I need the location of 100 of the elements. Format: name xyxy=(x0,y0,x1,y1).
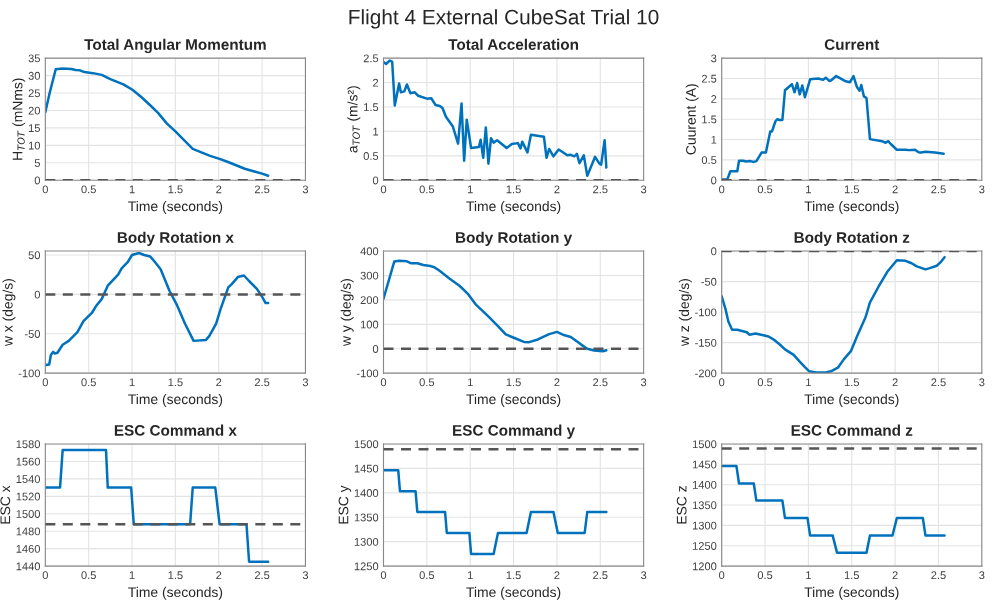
y-axis-title: H$_{TOT}$ (mNms) xyxy=(12,78,26,160)
y-tick-label: 15 xyxy=(28,124,40,133)
y-tick-label: 1400 xyxy=(354,489,379,497)
y-tick-label: 1300 xyxy=(354,537,379,546)
y-tick-label: 50 xyxy=(28,251,41,260)
y-tick-label: 0 xyxy=(372,176,379,185)
x-tick-label: 2.5 xyxy=(593,571,608,580)
y-tick-label: 1450 xyxy=(354,464,379,473)
x-tick-label: 1 xyxy=(806,571,811,580)
x-axis-title: Time (seconds) xyxy=(128,586,223,600)
x-tick-label: 3 xyxy=(979,185,985,194)
y-tick-label: 1250 xyxy=(354,562,379,571)
y-tick-label: 1 xyxy=(373,127,379,136)
x-axis-title: Time (seconds) xyxy=(804,586,899,600)
y-axis-title: ESC z xyxy=(676,486,687,524)
y-axis-title: ESC x xyxy=(0,485,11,524)
x-tick-label: 1 xyxy=(129,378,135,387)
chart-title: ESC Command x xyxy=(114,424,237,436)
x-tick-label: 0.5 xyxy=(757,185,773,194)
y-tick-label: 300 xyxy=(360,271,379,280)
line-series xyxy=(721,255,946,374)
y-tick-label: 1350 xyxy=(692,501,717,510)
y-tick-label: 0 xyxy=(711,176,717,185)
y-tick-label: 1450 xyxy=(692,460,717,469)
x-tick-label: 2 xyxy=(216,185,222,194)
line-series xyxy=(45,67,270,177)
x-tick-label: 2.5 xyxy=(593,185,608,194)
line-series xyxy=(721,74,945,181)
y-tick-label: 10 xyxy=(28,141,41,150)
x-tick-label: 1.5 xyxy=(844,378,860,387)
x-tick-label: 3 xyxy=(302,378,309,387)
y-tick-label: 1.5 xyxy=(364,103,379,112)
x-tick-label: 2 xyxy=(892,571,898,580)
y-tick-label: 5 xyxy=(34,159,40,167)
x-axis-title: Time (seconds) xyxy=(466,586,561,600)
chart-title: Body Rotation x xyxy=(117,231,234,246)
y-tick-label: 400 xyxy=(360,247,379,256)
x-tick-label: 2 xyxy=(554,571,560,580)
y-tick-label: 1500 xyxy=(16,510,41,518)
x-tick-label: 0 xyxy=(380,378,387,387)
x-tick-label: 1 xyxy=(467,378,473,387)
chart-title: ESC Command y xyxy=(453,424,576,439)
chart-title: Total Acceleration xyxy=(448,38,578,50)
x-tick-label: 3 xyxy=(640,571,647,580)
x-tick-label: 0 xyxy=(42,185,48,194)
chart-title: Body Rotation z xyxy=(794,231,910,246)
x-tick-label: 2 xyxy=(892,378,898,387)
y-tick-label: -100 xyxy=(695,308,717,317)
x-tick-label: 0.5 xyxy=(419,378,435,387)
y-tick-label: 1460 xyxy=(16,544,41,553)
y-tick-label: 100 xyxy=(360,320,379,329)
x-axis-title: Time (seconds) xyxy=(804,393,899,407)
y-tick-label: 0 xyxy=(372,345,379,353)
x-tick-label: 1.5 xyxy=(844,185,860,194)
x-tick-label: 0 xyxy=(719,571,725,580)
x-axis-title: Time (seconds) xyxy=(128,201,223,214)
y-tick-label: 2.5 xyxy=(363,54,379,63)
y-tick-label: 0 xyxy=(711,247,717,256)
y-tick-label: 30 xyxy=(28,71,41,80)
x-axis-title: Time (seconds) xyxy=(466,201,561,214)
x-tick-label: 1.5 xyxy=(506,571,521,580)
y-tick-label: 0.5 xyxy=(363,152,379,160)
line-series xyxy=(383,469,608,556)
y-tick-label: 1400 xyxy=(692,480,717,489)
y-tick-label: 0 xyxy=(34,176,41,185)
x-tick-label: 0.5 xyxy=(419,185,435,194)
x-tick-label: 1.5 xyxy=(168,571,183,580)
x-axis-title: Time (seconds) xyxy=(466,393,561,407)
x-tick-label: 2 xyxy=(892,185,898,194)
y-tick-label: 1500 xyxy=(692,440,717,449)
x-tick-label: 1 xyxy=(806,185,811,194)
line-series xyxy=(721,464,946,554)
text: Flight 4 External CubeSat Trial 10 xyxy=(349,9,659,29)
x-tick-label: 0 xyxy=(380,571,387,580)
y-tick-label: 1200 xyxy=(692,562,717,571)
y-tick-label: -50 xyxy=(701,277,717,286)
line-series xyxy=(383,259,608,353)
x-tick-label: 0 xyxy=(380,185,387,194)
x-tick-label: 2.5 xyxy=(254,185,270,194)
y-tick-label: 1520 xyxy=(16,492,41,501)
y-axis-title: Cuurent (A) xyxy=(685,84,699,155)
y-tick-label: 1440 xyxy=(16,562,41,571)
y-tick-label: 35 xyxy=(28,54,40,63)
chart-title: ESC Command z xyxy=(791,424,913,436)
y-tick-label: -200 xyxy=(695,369,717,378)
y-tick-label: 1250 xyxy=(692,542,717,550)
y-axis-title: w y (deg/s) xyxy=(340,279,354,347)
y-tick-label: 1480 xyxy=(16,527,41,536)
x-tick-label: 2 xyxy=(554,378,560,387)
chart-title: Body Rotation y xyxy=(456,231,573,246)
chart-title: Current xyxy=(824,39,880,50)
y-tick-label: 1580 xyxy=(16,440,41,449)
x-tick-label: 0.5 xyxy=(757,571,773,580)
x-tick-label: 1 xyxy=(467,185,473,194)
x-tick-label: 3 xyxy=(302,185,309,194)
x-tick-label: 3 xyxy=(640,378,647,387)
x-tick-label: 2 xyxy=(554,185,560,194)
y-tick-label: 1300 xyxy=(692,521,717,530)
x-tick-label: 1 xyxy=(129,571,135,580)
x-tick-label: 2.5 xyxy=(593,378,608,387)
